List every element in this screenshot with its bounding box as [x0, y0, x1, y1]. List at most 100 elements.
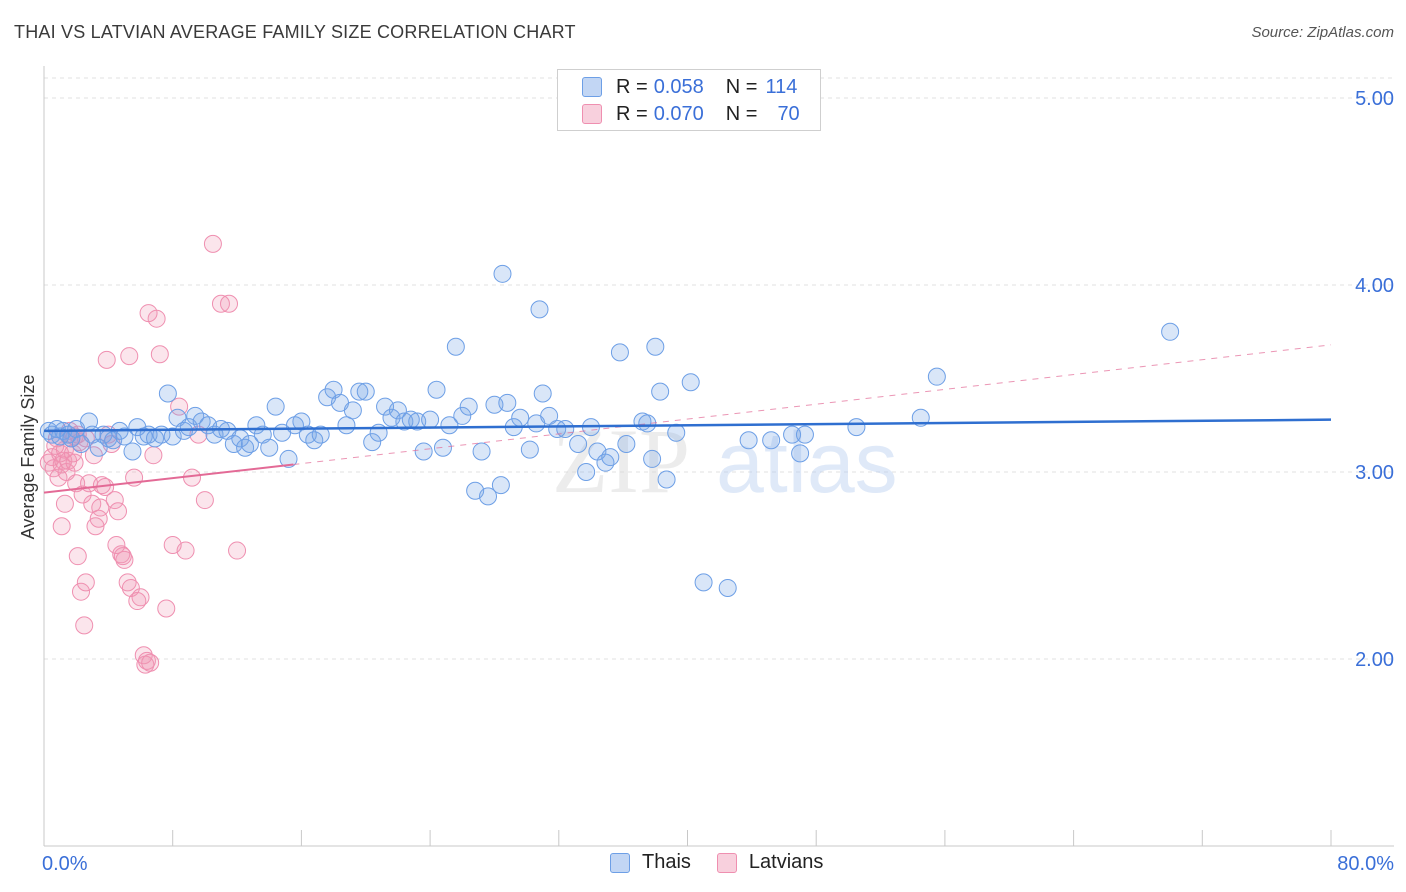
thai-point	[115, 427, 134, 446]
legend-r-value: 0.070	[653, 102, 704, 125]
thai-point	[395, 412, 414, 431]
series-legend: Thais Latvians	[610, 851, 849, 874]
latvian-point	[183, 468, 202, 487]
thai-point	[128, 418, 147, 437]
legend-n-label: N =	[725, 102, 758, 125]
stats-legend: R = 0.058 N = 114 R = 0.070 N = 70	[557, 69, 821, 131]
latvian-point	[113, 547, 132, 566]
legend-row-thai: R = 0.058 N = 114	[582, 75, 797, 99]
thai-point	[279, 449, 298, 468]
legend-swatch-latvian	[582, 104, 602, 124]
thai-point	[795, 425, 814, 444]
latvian-point	[73, 485, 92, 504]
thai-point	[104, 431, 123, 450]
thai-point	[453, 406, 472, 425]
thai-point	[791, 444, 810, 463]
legend-r-value: 0.058	[653, 75, 704, 98]
latvian-point	[220, 294, 239, 313]
legend-n-value: 114	[765, 75, 798, 98]
y-axis-label: Average Family Size	[18, 375, 38, 540]
thai-point	[459, 397, 478, 416]
latvian-point	[52, 517, 71, 536]
thai-point	[681, 373, 700, 392]
latvian-points	[39, 234, 247, 674]
latvian-point	[121, 578, 140, 597]
latvian-point	[134, 646, 153, 665]
latvian-point	[203, 234, 222, 253]
thai-point	[847, 418, 866, 437]
thai-point	[739, 431, 758, 450]
latvian-point	[75, 616, 94, 635]
legend-label-latvians: Latvians	[748, 851, 824, 873]
latvian-point	[76, 573, 95, 592]
thai-point	[479, 487, 498, 506]
latvian-point	[65, 453, 84, 472]
latvian-point	[109, 502, 128, 521]
tick-labels: 2.00 3.00 4.00 5.00 0.0% 80.0%	[42, 88, 1394, 875]
swatch-thais	[610, 852, 630, 873]
thai-point	[388, 401, 407, 420]
thai-point	[498, 393, 517, 412]
y-tick-label: 4.00	[1355, 275, 1394, 297]
thai-point	[350, 382, 369, 401]
chart-title: THAI VS LATVIAN AVERAGE FAMILY SIZE CORR…	[14, 22, 576, 42]
thai-point	[421, 410, 440, 429]
thai-point	[266, 397, 285, 416]
thai-point	[511, 408, 530, 427]
thai-point	[440, 416, 459, 435]
latvian-point	[97, 350, 116, 369]
y-tick-label: 2.00	[1355, 649, 1394, 671]
thai-point	[601, 448, 620, 467]
thai-point	[493, 264, 512, 283]
source-label: Source: ZipAtlas.com	[1251, 24, 1394, 41]
legend-label-thais: Thais	[642, 851, 691, 873]
latvian-point	[141, 653, 160, 672]
x-tick-label: 80.0%	[1337, 853, 1394, 875]
swatch-latvians	[716, 852, 737, 873]
thai-point	[643, 449, 662, 468]
latvian-trend-line	[43, 463, 294, 494]
latvian-point	[139, 304, 158, 323]
thai-point	[356, 382, 375, 401]
thai-point	[253, 425, 272, 444]
latvian-point	[91, 498, 110, 517]
thai-point	[657, 470, 676, 489]
thai-point	[638, 414, 657, 433]
legend-item-latvians: Latvians	[716, 851, 824, 874]
latvian-point	[54, 451, 73, 470]
thai-point	[520, 440, 539, 459]
latvian-point	[157, 599, 176, 618]
thai-point	[569, 434, 588, 453]
latvian-point	[170, 397, 189, 416]
thai-point	[617, 434, 636, 453]
thai-point	[472, 442, 491, 461]
latvian-point	[137, 651, 156, 670]
legend-r-label: R =	[616, 102, 648, 125]
thai-point	[927, 367, 946, 386]
trend-lines	[43, 344, 1332, 494]
thai-point	[577, 463, 596, 482]
watermark: ZIP atlas	[552, 410, 898, 512]
thai-point	[762, 431, 781, 450]
thai-point	[596, 453, 615, 472]
thai-point	[311, 425, 330, 444]
thai-point	[540, 406, 559, 425]
thai-point	[324, 380, 343, 399]
legend-item-thais: Thais	[610, 851, 691, 874]
thai-point	[260, 438, 279, 457]
thai-point	[123, 442, 142, 461]
thai-point	[337, 416, 356, 435]
latvian-point	[176, 541, 195, 560]
latvian-point	[120, 347, 139, 366]
thai-point	[718, 578, 737, 597]
latvian-point	[105, 491, 124, 510]
y-tick-label: 3.00	[1355, 462, 1394, 484]
latvian-point	[144, 446, 163, 465]
thai-point	[556, 420, 575, 439]
grid-lines	[44, 77, 1394, 660]
thai-point	[363, 433, 382, 452]
thai-point	[646, 337, 665, 356]
thai-point	[343, 401, 362, 420]
y-tick-label: 5.00	[1355, 88, 1394, 110]
